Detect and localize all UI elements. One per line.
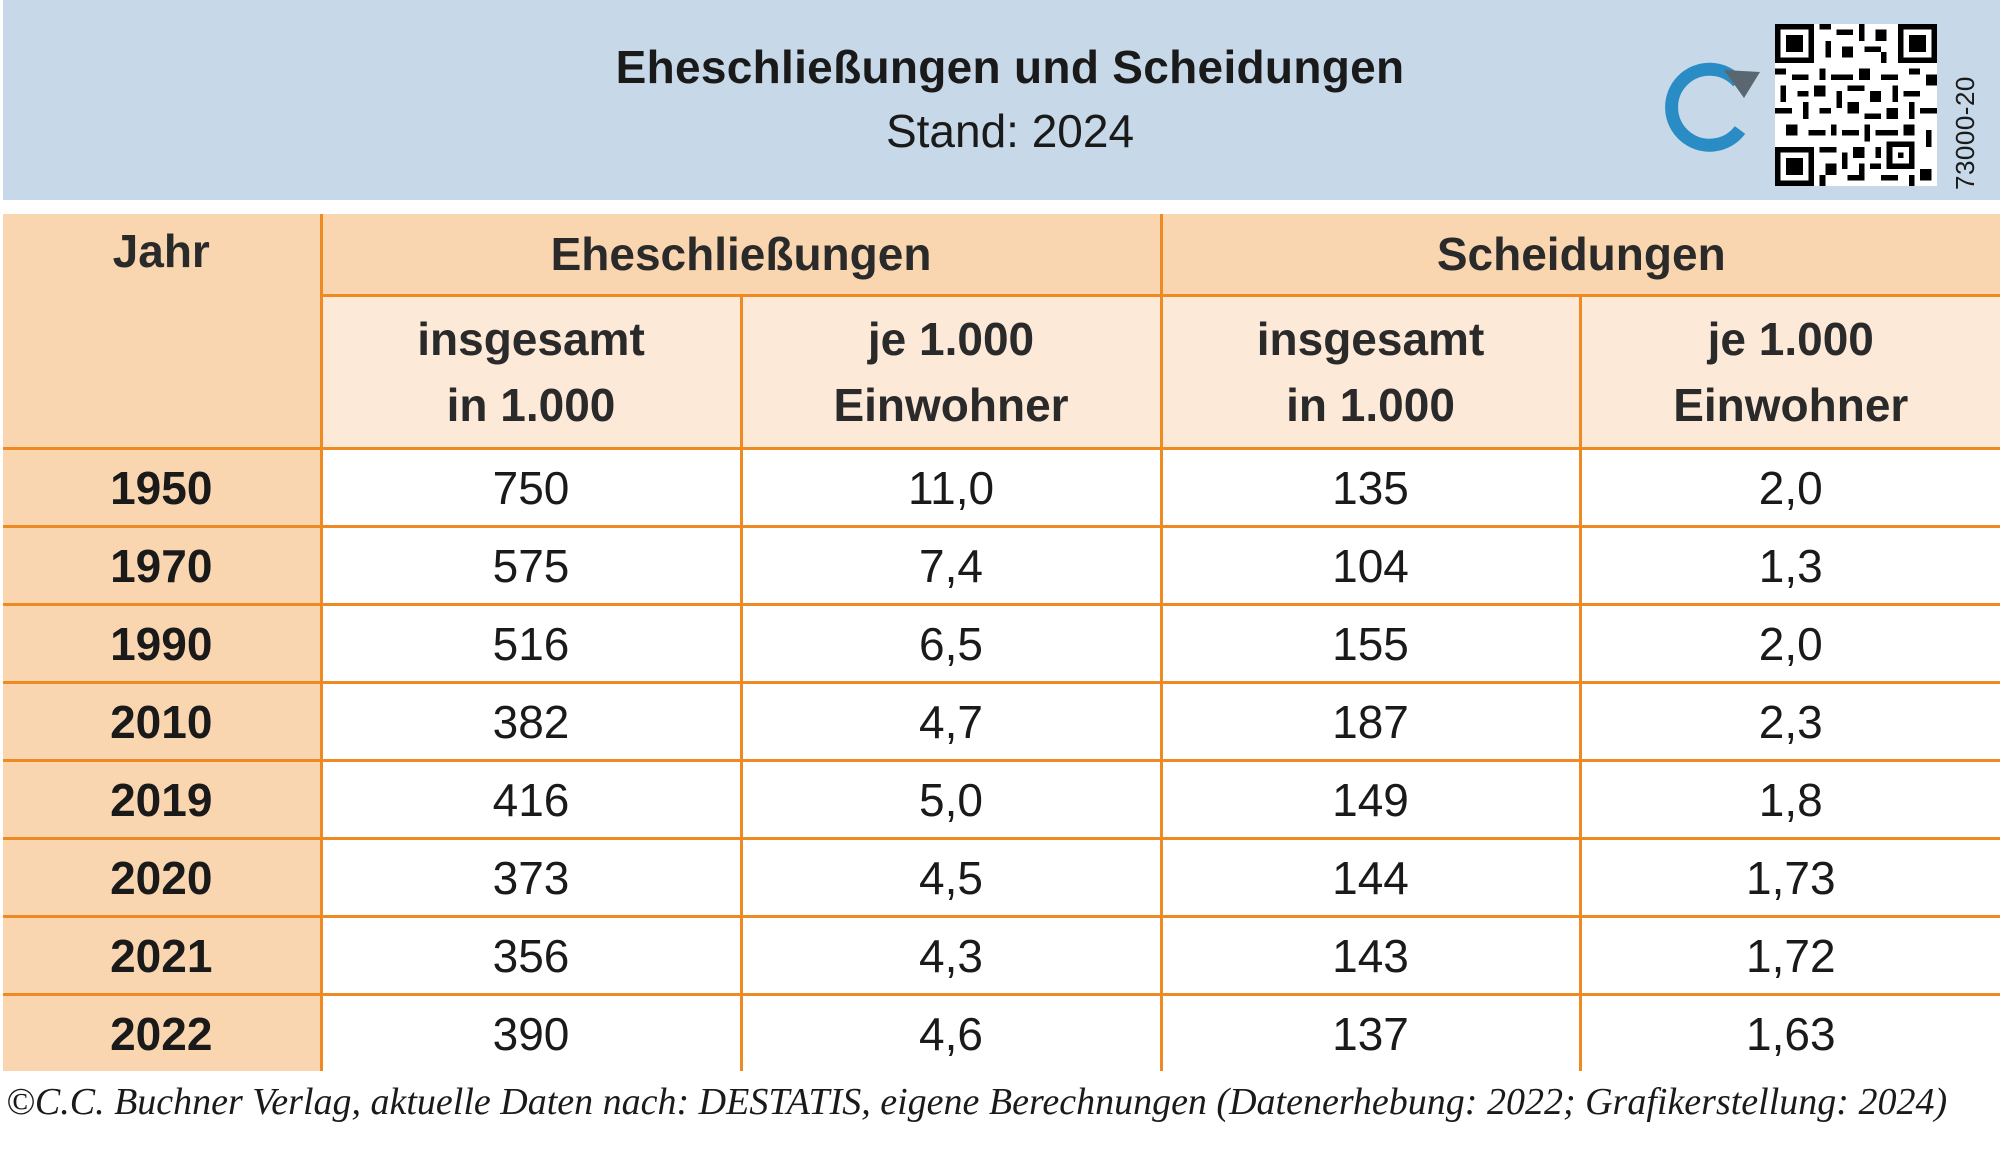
- table-row: 1970 575 7,4 104 1,3: [3, 525, 2000, 605]
- marriages-per-1000-cell: 4,3: [739, 915, 1162, 995]
- year-cell: 2010: [3, 681, 321, 761]
- divorces-per-1000-cell: 1,8: [1578, 759, 2000, 839]
- marriages-total-cell: 416: [319, 759, 741, 839]
- table-row: 2019 416 5,0 149 1,8: [3, 759, 2000, 839]
- divorces-per-1000-cell: 2,0: [1578, 447, 2000, 527]
- divorces-per-1000-cell: 1,73: [1578, 837, 2000, 917]
- table-row: 2022 390 4,6 137 1,63: [3, 993, 2000, 1071]
- divorces-per-1000-cell: 2,3: [1578, 681, 2000, 761]
- source-note: ©C.C. Buchner Verlag, aktuelle Daten nac…: [6, 1081, 1948, 1123]
- table-body: 1950 750 11,0 135 2,0 1970 575 7,4 104 1,3 1990 516…: [3, 447, 2000, 1071]
- year-cell: 2020: [3, 837, 321, 917]
- marriages-total-cell: 575: [319, 525, 741, 605]
- column-header-divorces-per-1000: je 1.000 Einwohner: [1578, 295, 2000, 449]
- marriages-per-1000-cell: 11,0: [739, 447, 1162, 527]
- column-header-marriages-per-1000: je 1.000 Einwohner: [739, 295, 1162, 449]
- table-row: 2010 382 4,7 187 2,3: [3, 681, 2000, 761]
- divorces-per-1000-cell: 1,72: [1578, 915, 2000, 995]
- marriages-total-cell: 373: [319, 837, 741, 917]
- divorces-total-cell: 104: [1159, 525, 1581, 605]
- header-row-sub: insgesamt in 1.000 je 1.000 Einwohner insg…: [3, 295, 2000, 449]
- data-table: Jahr Eheschließungen Scheidungen insgesa…: [3, 214, 2000, 1071]
- table-row: 2021 356 4,3 143 1,72: [3, 915, 2000, 995]
- marriages-total-cell: 750: [319, 447, 741, 527]
- year-cell: 2019: [3, 759, 321, 839]
- divorces-per-1000-cell: 2,0: [1578, 603, 2000, 683]
- table-row: 1950 750 11,0 135 2,0: [3, 447, 2000, 527]
- table-row: 2020 373 4,5 144 1,73: [3, 837, 2000, 917]
- marriages-per-1000-cell: 4,6: [739, 993, 1162, 1071]
- year-cell: 1950: [3, 447, 321, 527]
- divorces-total-cell: 137: [1159, 993, 1581, 1071]
- marriages-per-1000-cell: 6,5: [739, 603, 1162, 683]
- column-header-marriages-total: insgesamt in 1.000: [319, 295, 741, 449]
- marriages-total-cell: 516: [319, 603, 741, 683]
- year-cell: 1990: [3, 603, 321, 683]
- year-cell: 2022: [3, 993, 321, 1071]
- divorces-per-1000-cell: 1,3: [1578, 525, 2000, 605]
- divorces-total-cell: 149: [1159, 759, 1581, 839]
- column-header-year: Jahr: [3, 214, 321, 449]
- page-title: Eheschließungen und Scheidungen: [615, 41, 1405, 93]
- year-cell: 2021: [3, 915, 321, 995]
- divorces-total-cell: 155: [1159, 603, 1581, 683]
- marriages-per-1000-cell: 4,5: [739, 837, 1162, 917]
- qr-code-icon: [1775, 24, 1937, 186]
- marriages-total-cell: 390: [319, 993, 741, 1071]
- divorces-total-cell: 143: [1159, 915, 1581, 995]
- divorces-total-cell: 144: [1159, 837, 1581, 917]
- divorces-total-cell: 135: [1159, 447, 1581, 527]
- table-row: 1990 516 6,5 155 2,0: [3, 603, 2000, 683]
- marriages-per-1000-cell: 4,7: [739, 681, 1162, 761]
- header-row-groups: Jahr Eheschließungen Scheidungen: [3, 214, 2000, 449]
- divorces-total-cell: 187: [1159, 681, 1581, 761]
- marriages-per-1000-cell: 7,4: [739, 525, 1162, 605]
- column-header-divorces-total: insgesamt in 1.000: [1159, 295, 1581, 449]
- marriages-total-cell: 382: [319, 681, 741, 761]
- refresh-arrow-icon: [1665, 62, 1760, 152]
- divorces-per-1000-cell: 1,63: [1578, 993, 2000, 1071]
- marriages-total-cell: 356: [319, 915, 741, 995]
- group-header-divorces: Scheidungen: [1159, 214, 2000, 297]
- year-cell: 1970: [3, 525, 321, 605]
- graphic-code: 73000-20: [1950, 76, 1980, 190]
- marriages-per-1000-cell: 5,0: [739, 759, 1162, 839]
- page-subtitle: Stand: 2024: [885, 105, 1135, 157]
- group-header-marriages: Eheschließungen: [319, 214, 1162, 297]
